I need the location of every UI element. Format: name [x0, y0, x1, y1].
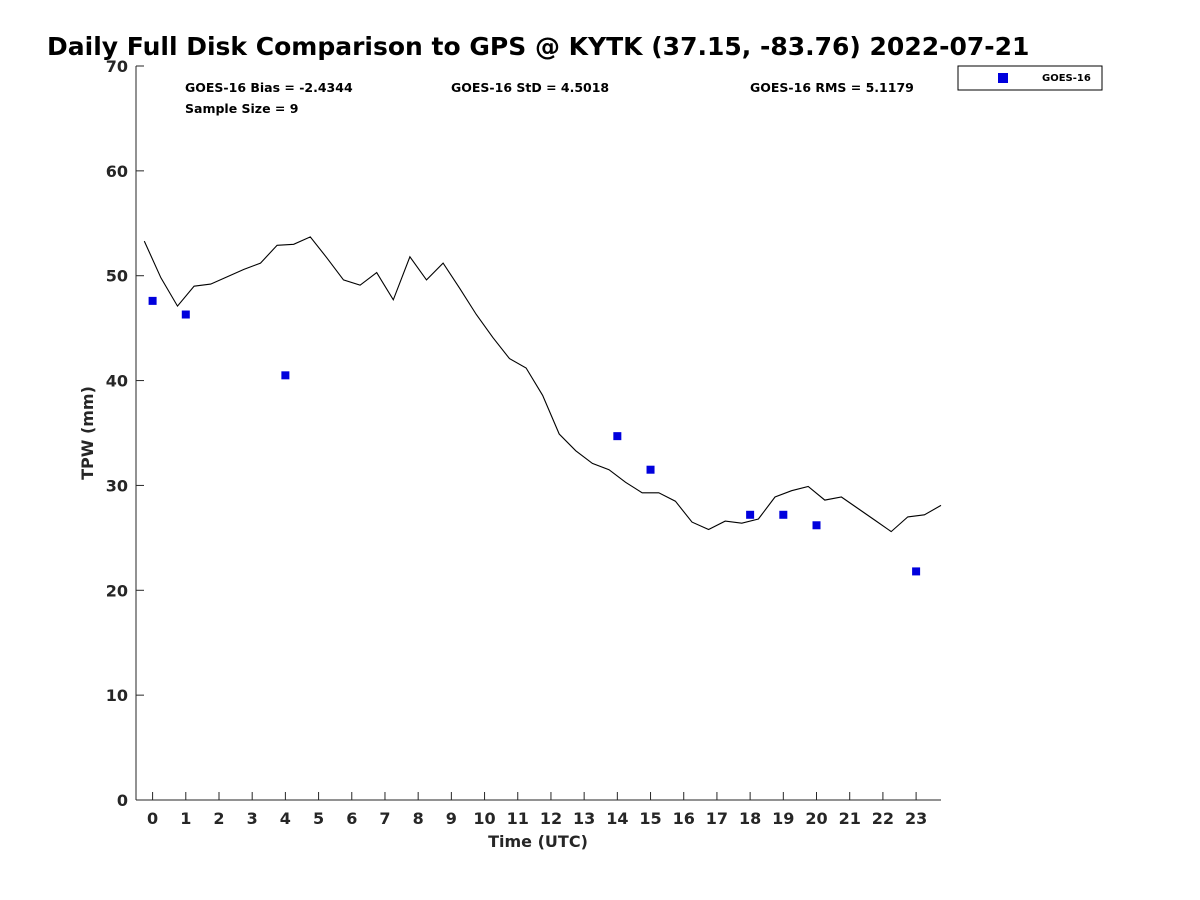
goes16-points: [148, 296, 921, 576]
x-tick-label: 8: [413, 809, 424, 828]
x-tick-label: 4: [280, 809, 291, 828]
y-tick-label: 60: [106, 162, 128, 181]
x-tick-label: 6: [346, 809, 357, 828]
x-tick-label: 22: [872, 809, 894, 828]
y-tick-label: 50: [106, 267, 128, 286]
y-tick-label: 70: [106, 57, 128, 76]
x-axis-label: Time (UTC): [488, 832, 588, 851]
x-tick-label: 0: [147, 809, 158, 828]
x-tick-label: 2: [213, 809, 224, 828]
x-tick-label: 16: [673, 809, 695, 828]
std-stat: GOES-16 StD = 4.5018: [451, 80, 609, 95]
x-tick-label: 14: [606, 809, 628, 828]
legend: GOES-16: [957, 65, 1103, 91]
goes16-point: [812, 521, 821, 530]
x-tick-label: 3: [247, 809, 258, 828]
chart-title: Daily Full Disk Comparison to GPS @ KYTK…: [47, 32, 1029, 61]
goes16-point: [746, 510, 755, 519]
x-tick-label: 1: [180, 809, 191, 828]
sample-size-stat: Sample Size = 9: [185, 101, 298, 116]
x-tick-label: 15: [639, 809, 661, 828]
x-tick-label: 20: [805, 809, 827, 828]
x-tick-label: 9: [446, 809, 457, 828]
y-axis-ticks: 0 10 20 30 40 50 60 70: [106, 57, 144, 810]
goes16-point: [613, 432, 622, 441]
goes16-point: [148, 296, 157, 305]
goes16-point: [779, 510, 788, 519]
goes16-point: [912, 567, 921, 576]
goes16-point: [646, 465, 655, 474]
goes16-point: [281, 371, 290, 380]
x-tick-label: 13: [573, 809, 595, 828]
x-tick-label: 23: [905, 809, 927, 828]
x-tick-label: 18: [739, 809, 761, 828]
legend-box: [957, 65, 1103, 91]
rms-stat: GOES-16 RMS = 5.1179: [750, 80, 914, 95]
y-tick-label: 20: [106, 581, 128, 600]
gps-tpw-line: [143, 236, 942, 533]
bias-stat: GOES-16 Bias = -2.4344: [185, 80, 353, 95]
x-tick-label: 7: [379, 809, 390, 828]
x-tick-label: 17: [706, 809, 728, 828]
x-tick-label: 5: [313, 809, 324, 828]
plot-area: 0 1 2 3 4 5 6 7 8 9 10 11 12 13 14 15 16 17 18 19 20 21 22 23 0…: [106, 57, 942, 828]
legend-marker-goes16: [998, 73, 1008, 83]
x-tick-label: 19: [772, 809, 794, 828]
y-tick-label: 10: [106, 686, 128, 705]
y-tick-label: 30: [106, 476, 128, 495]
x-tick-label: 12: [540, 809, 562, 828]
axes: [135, 66, 941, 801]
x-tick-label: 11: [507, 809, 529, 828]
y-tick-label: 40: [106, 372, 128, 391]
y-axis-label: TPW (mm): [78, 386, 97, 480]
x-tick-label: 10: [473, 809, 495, 828]
goes16-point: [181, 310, 190, 319]
y-tick-label: 0: [117, 791, 128, 810]
x-axis-ticks: 0 1 2 3 4 5 6 7 8 9 10 11 12 13 14 15 16 17 18 19 20 21 22 23: [147, 792, 927, 828]
x-tick-label: 21: [839, 809, 861, 828]
legend-label-goes16: GOES-16: [1042, 73, 1091, 84]
